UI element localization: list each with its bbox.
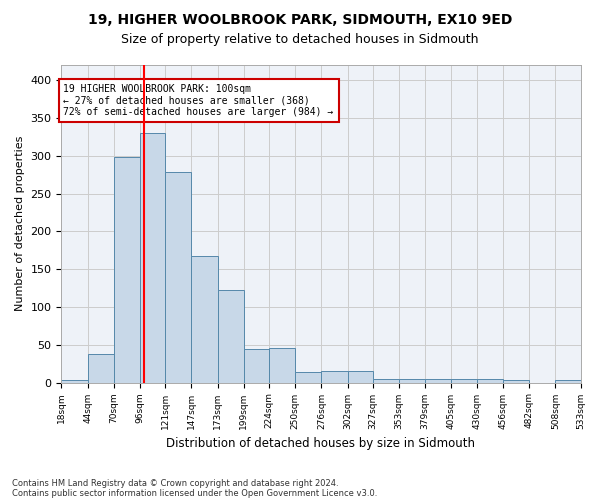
Bar: [165, 172, 191, 382]
Bar: [114, 157, 140, 382]
Bar: [556, 380, 581, 382]
Bar: [191, 256, 218, 382]
Bar: [451, 379, 476, 382]
Bar: [140, 133, 165, 382]
Bar: [295, 372, 322, 382]
Y-axis label: Number of detached properties: Number of detached properties: [15, 136, 25, 312]
X-axis label: Distribution of detached houses by size in Sidmouth: Distribution of detached houses by size …: [166, 437, 475, 450]
Text: Contains HM Land Registry data © Crown copyright and database right 2024.: Contains HM Land Registry data © Crown c…: [12, 478, 338, 488]
Bar: [61, 380, 88, 382]
Text: 19 HIGHER WOOLBROOK PARK: 100sqm
← 27% of detached houses are smaller (368)
72% : 19 HIGHER WOOLBROOK PARK: 100sqm ← 27% o…: [64, 84, 334, 117]
Bar: [88, 354, 114, 382]
Bar: [347, 371, 373, 382]
Bar: [218, 290, 244, 382]
Bar: [399, 379, 425, 382]
Bar: [269, 348, 295, 382]
Text: Contains public sector information licensed under the Open Government Licence v3: Contains public sector information licen…: [12, 488, 377, 498]
Text: Size of property relative to detached houses in Sidmouth: Size of property relative to detached ho…: [121, 32, 479, 46]
Bar: [425, 379, 451, 382]
Bar: [476, 379, 503, 382]
Bar: [373, 379, 399, 382]
Text: 19, HIGHER WOOLBROOK PARK, SIDMOUTH, EX10 9ED: 19, HIGHER WOOLBROOK PARK, SIDMOUTH, EX1…: [88, 12, 512, 26]
Bar: [244, 350, 269, 382]
Bar: [322, 371, 347, 382]
Bar: [503, 380, 529, 382]
